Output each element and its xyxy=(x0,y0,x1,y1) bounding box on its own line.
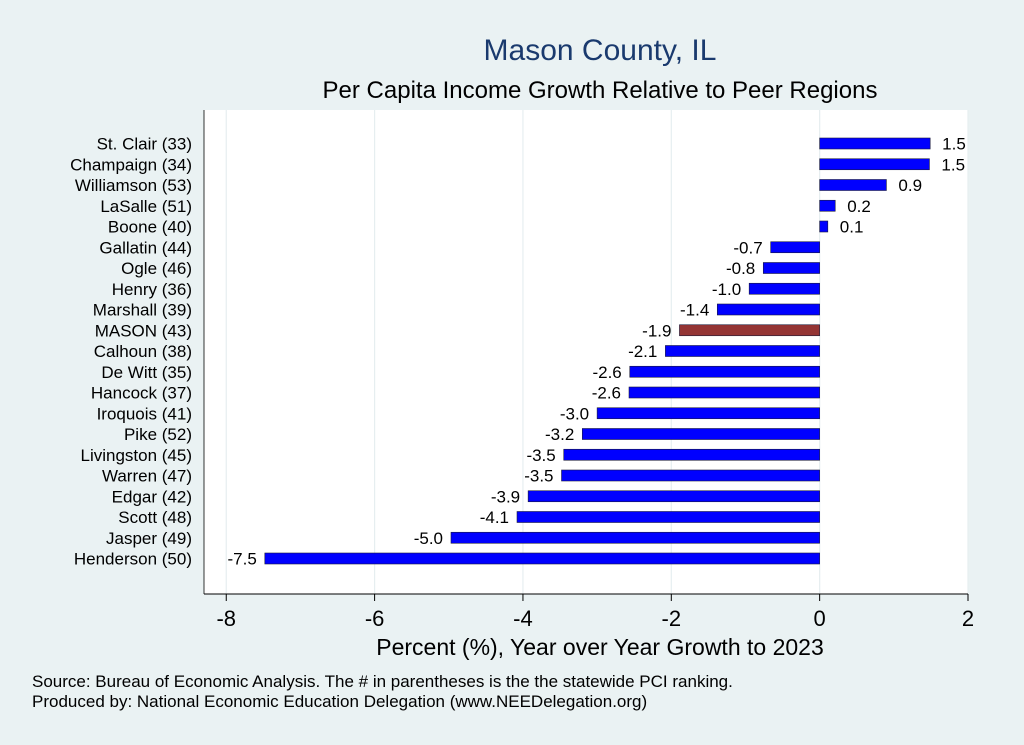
category-label: Livingston (45) xyxy=(80,446,192,465)
data-label: -5.0 xyxy=(414,529,443,548)
chart-title: Mason County, IL xyxy=(484,34,717,67)
producer-note: Produced by: National Economic Education… xyxy=(32,692,648,711)
category-label: Calhoun (38) xyxy=(94,342,192,361)
data-label: -4.1 xyxy=(480,508,509,527)
bar xyxy=(665,345,820,357)
bar-highlight xyxy=(679,324,820,337)
bar xyxy=(819,220,829,233)
bar xyxy=(563,448,820,461)
data-label: -2.1 xyxy=(628,342,657,361)
category-label: Marshall (39) xyxy=(93,301,192,320)
data-label: -1.0 xyxy=(712,280,741,299)
data-label: 0.2 xyxy=(847,197,871,216)
category-label: De Witt (35) xyxy=(101,363,192,382)
bar xyxy=(450,531,820,544)
data-label: -3.5 xyxy=(526,446,555,465)
bar xyxy=(581,428,820,440)
category-label: Henry (36) xyxy=(112,280,192,299)
bar xyxy=(748,282,820,295)
data-label: 0.9 xyxy=(898,176,922,195)
category-label: Iroquois (41) xyxy=(97,404,192,423)
category-label: Henderson (50) xyxy=(74,550,192,569)
category-label: Scott (48) xyxy=(118,508,192,527)
category-label: Williamson (53) xyxy=(75,176,192,195)
category-label: MASON (43) xyxy=(95,321,192,340)
category-label: Edgar (42) xyxy=(112,487,192,506)
category-label: Warren (47) xyxy=(102,467,192,486)
bar xyxy=(819,179,887,191)
data-label: 0.1 xyxy=(840,218,864,237)
footer: Source: Bureau of Economic Analysis. The… xyxy=(32,672,733,712)
data-label: -1.4 xyxy=(680,301,709,320)
data-label: -0.7 xyxy=(733,238,762,257)
bar xyxy=(819,158,930,171)
x-tick-label: 0 xyxy=(814,606,826,631)
category-label: Jasper (49) xyxy=(106,529,192,548)
bar xyxy=(716,303,820,316)
x-tick-label: -8 xyxy=(216,606,236,631)
data-label: -2.6 xyxy=(592,363,621,382)
category-label: LaSalle (51) xyxy=(100,197,192,216)
category-label: Pike (52) xyxy=(124,425,192,444)
category-labels: St. Clair (33)Champaign (34) Williamson (… xyxy=(70,135,192,569)
category-label: Hancock (37) xyxy=(91,384,192,403)
bar xyxy=(516,511,820,523)
x-tick-label: -4 xyxy=(513,606,533,631)
data-labels: 1.51.50.90.20.1-0.7-0.8-1.0-1.4-1.9-2.1-… xyxy=(228,135,966,569)
data-label: -3.9 xyxy=(491,487,520,506)
data-label: -2.6 xyxy=(592,384,621,403)
category-label: Ogle (46) xyxy=(121,259,192,278)
bar xyxy=(628,386,820,399)
bar xyxy=(596,407,820,420)
x-axis-label: Percent (%), Year over Year Growth to 20… xyxy=(376,634,824,660)
bar xyxy=(264,552,820,565)
category-label: Gallatin (44) xyxy=(99,238,192,257)
x-tick-label: -2 xyxy=(662,606,682,631)
bar xyxy=(527,490,820,503)
x-tick-label: 2 xyxy=(962,606,974,631)
data-label: -1.9 xyxy=(642,321,671,340)
bar xyxy=(819,199,836,212)
data-label: -3.2 xyxy=(545,425,574,444)
bar xyxy=(762,262,820,274)
x-axis: -8 -6 -4 -2 0 2 xyxy=(203,110,974,631)
source-note: Source: Bureau of Economic Analysis. The… xyxy=(32,672,733,691)
chart: Mason County, IL Per Capita Income Growt… xyxy=(70,34,974,660)
bar xyxy=(629,365,820,378)
bars xyxy=(264,137,931,565)
category-label: Boone (40) xyxy=(108,218,192,237)
data-label: -3.5 xyxy=(524,467,553,486)
category-label: St. Clair (33) xyxy=(97,135,192,154)
data-label: -0.8 xyxy=(726,259,755,278)
bar xyxy=(561,469,820,482)
bar xyxy=(770,241,820,254)
chart-subtitle: Per Capita Income Growth Relative to Pee… xyxy=(323,77,878,104)
data-label: 1.5 xyxy=(941,155,965,174)
category-label: Champaign (34) xyxy=(70,155,192,174)
data-label: -7.5 xyxy=(228,550,257,569)
x-tick-label: -6 xyxy=(365,606,385,631)
data-label: -3.0 xyxy=(560,404,589,423)
data-label: 1.5 xyxy=(942,135,966,154)
bar xyxy=(819,137,931,150)
